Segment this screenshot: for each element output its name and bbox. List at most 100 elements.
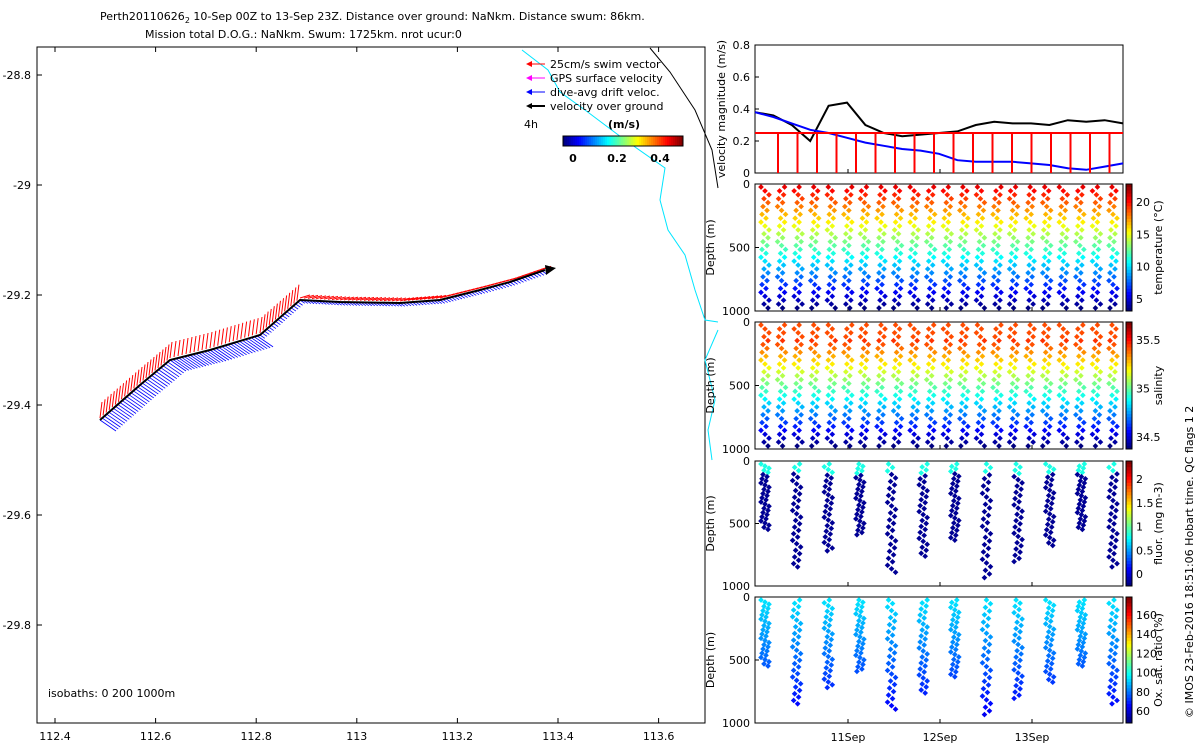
- profile-point: [945, 392, 952, 399]
- profile-point: [946, 246, 953, 253]
- profile-point: [1063, 305, 1070, 311]
- panel-colorbar-cell: [1126, 228, 1132, 233]
- profile-point: [762, 618, 768, 625]
- profile-point: [943, 234, 950, 241]
- panel-colorbar-cell: [1126, 495, 1132, 499]
- profile-point: [1046, 388, 1053, 395]
- profile-point: [798, 341, 804, 348]
- profile-point: [926, 250, 933, 257]
- profile-point: [890, 337, 897, 344]
- profile-point: [889, 632, 896, 639]
- colorbar-cell: [627, 136, 630, 146]
- profile-point: [940, 326, 947, 332]
- profile-point: [1096, 238, 1103, 245]
- profile-point: [856, 502, 862, 508]
- profile-point: [985, 545, 992, 552]
- swim-vector: [274, 303, 278, 320]
- colorbar-tick-0: 0: [569, 152, 577, 165]
- profile-point: [762, 361, 768, 367]
- profile-point: [824, 633, 831, 640]
- panel-colorbar-cell: [1126, 675, 1132, 680]
- drift-vector: [149, 376, 166, 389]
- profile-point: [764, 473, 770, 480]
- map-xtick-label: 112.6: [140, 730, 172, 743]
- profile-point: [1093, 262, 1100, 268]
- profile-point: [1045, 396, 1052, 402]
- profile-point: [780, 435, 787, 442]
- profile-point: [765, 443, 771, 449]
- profile-point: [1078, 372, 1084, 379]
- profile-point: [829, 361, 836, 367]
- profile-point: [1060, 223, 1067, 229]
- profile-point: [979, 285, 986, 292]
- profile-point: [940, 361, 947, 367]
- profile-point: [962, 376, 968, 383]
- profile-point: [981, 372, 988, 379]
- swim-vector: [177, 339, 181, 357]
- profile-point: [952, 532, 959, 539]
- profile-point: [854, 531, 860, 538]
- profile-point: [891, 262, 898, 268]
- panel-colorbar-cell: [1126, 691, 1132, 696]
- profile-point: [1047, 380, 1054, 387]
- profile-point: [844, 361, 850, 367]
- profile-point: [775, 369, 782, 375]
- profile-point: [1078, 443, 1084, 449]
- profile-point: [876, 270, 882, 276]
- profile-point: [925, 293, 932, 300]
- profile-point: [881, 439, 887, 445]
- drift-vector: [139, 384, 157, 397]
- profile-point: [1111, 376, 1117, 383]
- profile-point: [894, 203, 901, 210]
- profile-point: [799, 231, 805, 237]
- profile-point: [762, 656, 768, 663]
- profile-point: [985, 479, 992, 486]
- profile-point: [822, 670, 829, 677]
- profile-point: [774, 376, 781, 383]
- profile-point: [823, 639, 830, 646]
- profile-point: [947, 534, 954, 541]
- profile-point: [930, 427, 937, 434]
- legend-arrowhead: [526, 61, 532, 67]
- profile-point: [780, 262, 787, 268]
- profile-point: [794, 234, 800, 241]
- drift-vector: [215, 347, 233, 360]
- profile-point: [885, 492, 892, 499]
- profile-point: [761, 301, 767, 307]
- profile-point: [795, 634, 802, 640]
- profile-point: [947, 649, 954, 655]
- panel-colorbar-cell: [1126, 385, 1132, 390]
- profile-point: [892, 392, 899, 399]
- profile-point: [766, 329, 772, 336]
- profile-4: [884, 461, 899, 576]
- profile-point: [998, 184, 1004, 190]
- profile-point: [810, 254, 817, 261]
- profile-1: [789, 461, 804, 570]
- profile-point: [827, 667, 834, 674]
- profile-point: [984, 552, 991, 559]
- profile-point: [1107, 270, 1113, 276]
- profile-point: [961, 281, 967, 288]
- profile-point: [846, 415, 852, 422]
- profile-point: [796, 520, 803, 527]
- profile-point: [849, 392, 855, 399]
- profile-0: [758, 322, 772, 449]
- panel-xtick-label-0: 11Sep: [831, 731, 866, 744]
- profile-point: [884, 531, 891, 537]
- profile-point: [958, 372, 964, 379]
- profile-point: [859, 666, 865, 672]
- drift-vector: [248, 338, 265, 350]
- profile-point: [1078, 492, 1085, 499]
- profile-point: [795, 297, 801, 304]
- profile-point: [766, 601, 772, 608]
- panel-colorbar-cell: [1126, 442, 1132, 447]
- profile-6: [857, 322, 872, 449]
- swim-vector: [343, 296, 355, 301]
- panel-colorbar-cell: [1126, 325, 1132, 329]
- profile-point: [862, 329, 869, 336]
- drift-vector: [142, 382, 159, 395]
- profile-point: [789, 644, 796, 650]
- panel-colorbar-cell: [1126, 600, 1132, 604]
- profile-point: [1092, 408, 1099, 414]
- profile-point: [1076, 215, 1082, 222]
